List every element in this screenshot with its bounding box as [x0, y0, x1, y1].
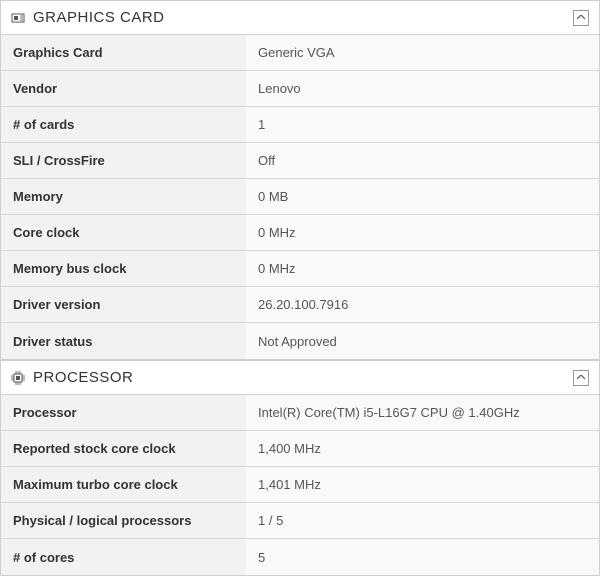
spec-row: # of cards 1	[1, 107, 599, 143]
spec-value: Off	[246, 143, 599, 178]
collapse-button[interactable]	[573, 10, 589, 26]
spec-label: Memory	[1, 179, 246, 214]
spec-container: GRAPHICS CARD Graphics Card Generic VGA …	[0, 0, 600, 576]
spec-value: 26.20.100.7916	[246, 287, 599, 322]
spec-row: Driver version 26.20.100.7916	[1, 287, 599, 323]
section-header-left: GRAPHICS CARD	[11, 9, 165, 26]
section-header-left: PROCESSOR	[11, 369, 133, 386]
spec-label: Processor	[1, 395, 246, 430]
spec-label: # of cores	[1, 539, 246, 575]
spec-label: Maximum turbo core clock	[1, 467, 246, 502]
spec-row: Graphics Card Generic VGA	[1, 35, 599, 71]
spec-value: 1 / 5	[246, 503, 599, 538]
spec-row: Memory 0 MB	[1, 179, 599, 215]
processor-section: PROCESSOR Processor Intel(R) Core(TM) i5…	[0, 360, 600, 576]
spec-value: 1,400 MHz	[246, 431, 599, 466]
spec-label: Reported stock core clock	[1, 431, 246, 466]
spec-row: SLI / CrossFire Off	[1, 143, 599, 179]
spec-label: Driver version	[1, 287, 246, 322]
spec-value: Lenovo	[246, 71, 599, 106]
spec-label: Vendor	[1, 71, 246, 106]
spec-value: 1,401 MHz	[246, 467, 599, 502]
spec-row: Reported stock core clock 1,400 MHz	[1, 431, 599, 467]
spec-value: 1	[246, 107, 599, 142]
spec-row: # of cores 5	[1, 539, 599, 575]
processor-rows: Processor Intel(R) Core(TM) i5-L16G7 CPU…	[1, 395, 599, 575]
spec-value: 0 MB	[246, 179, 599, 214]
spec-row: Maximum turbo core clock 1,401 MHz	[1, 467, 599, 503]
graphics-card-section: GRAPHICS CARD Graphics Card Generic VGA …	[0, 0, 600, 360]
spec-label: # of cards	[1, 107, 246, 142]
spec-row: Memory bus clock 0 MHz	[1, 251, 599, 287]
spec-label: Graphics Card	[1, 35, 246, 70]
cpu-icon	[11, 371, 25, 385]
spec-value: Not Approved	[246, 323, 599, 359]
spec-row: Vendor Lenovo	[1, 71, 599, 107]
spec-value: Intel(R) Core(TM) i5-L16G7 CPU @ 1.40GHz	[246, 395, 599, 430]
spec-value: 5	[246, 539, 599, 575]
graphics-card-title: GRAPHICS CARD	[33, 9, 165, 26]
spec-row: Driver status Not Approved	[1, 323, 599, 359]
spec-row: Core clock 0 MHz	[1, 215, 599, 251]
collapse-button[interactable]	[573, 370, 589, 386]
graphics-card-rows: Graphics Card Generic VGA Vendor Lenovo …	[1, 35, 599, 359]
spec-row: Physical / logical processors 1 / 5	[1, 503, 599, 539]
spec-label: Physical / logical processors	[1, 503, 246, 538]
spec-value: 0 MHz	[246, 251, 599, 286]
spec-label: Driver status	[1, 323, 246, 359]
spec-value: 0 MHz	[246, 215, 599, 250]
gpu-icon	[11, 11, 25, 25]
spec-row: Processor Intel(R) Core(TM) i5-L16G7 CPU…	[1, 395, 599, 431]
spec-label: SLI / CrossFire	[1, 143, 246, 178]
graphics-card-header: GRAPHICS CARD	[1, 1, 599, 35]
spec-label: Core clock	[1, 215, 246, 250]
processor-title: PROCESSOR	[33, 369, 133, 386]
spec-label: Memory bus clock	[1, 251, 246, 286]
spec-value: Generic VGA	[246, 35, 599, 70]
processor-header: PROCESSOR	[1, 361, 599, 395]
